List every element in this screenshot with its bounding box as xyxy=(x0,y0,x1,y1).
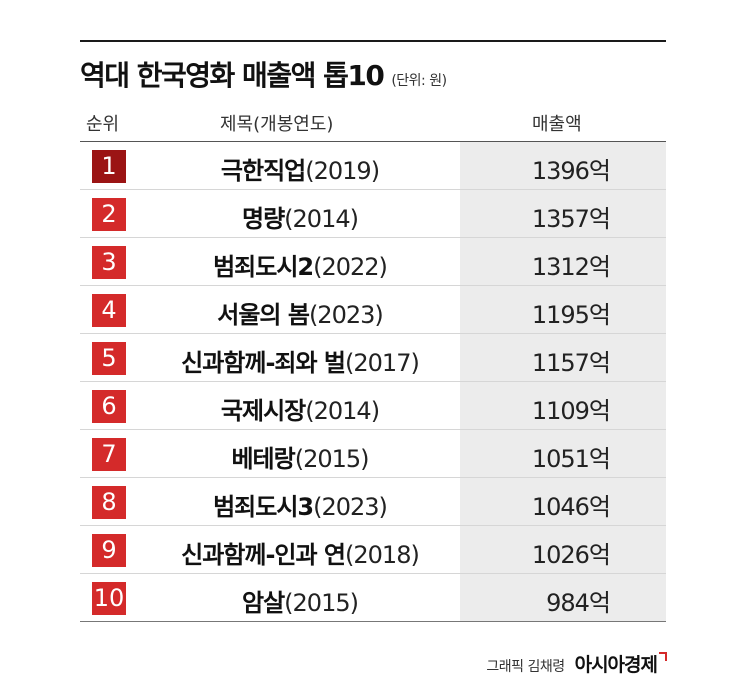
rank-badge: 3 xyxy=(92,246,126,279)
revenue-value: 1312억 xyxy=(531,253,611,281)
table-row: 10 암살(2015) 984억 xyxy=(80,574,666,622)
movie-title: 신과함께-죄와 벌 xyxy=(181,349,346,377)
movie-title: 범죄도시3 xyxy=(213,493,314,521)
release-year: (2017) xyxy=(345,349,420,377)
table-row: 8 범죄도시3(2023) 1046억 xyxy=(80,478,666,526)
rank-badge: 7 xyxy=(92,438,126,471)
movie-cell: 신과함께-인과 연(2018) xyxy=(150,535,450,570)
release-year: (2014) xyxy=(305,397,380,425)
movie-title: 국제시장 xyxy=(220,397,306,425)
movie-cell: 서울의 봄(2023) xyxy=(150,295,450,330)
movie-title: 베테랑 xyxy=(231,445,295,473)
header-title: 제목(개봉연도) xyxy=(220,114,334,135)
publisher-logo-text: 아시아경제 xyxy=(574,654,658,676)
header-revenue: 매출액 xyxy=(532,114,582,135)
movie-title: 극한직업 xyxy=(220,157,306,185)
revenue-value: 1357억 xyxy=(531,205,611,233)
revenue-value: 1046억 xyxy=(531,493,611,521)
revenue-value: 1396억 xyxy=(531,157,611,185)
movie-cell: 암살(2015) xyxy=(150,583,450,618)
release-year: (2015) xyxy=(284,589,359,617)
table-body: 1 극한직업(2019) 1396억 2 명량(2014) 1357억 3 범죄도시2(202… xyxy=(80,142,666,622)
release-year: (2023) xyxy=(308,301,384,329)
table-row: 1 극한직업(2019) 1396억 xyxy=(80,142,666,190)
header-rule xyxy=(80,141,666,142)
top-rule xyxy=(80,40,666,42)
table-row: 6 국제시장(2014) 1109억 xyxy=(80,382,666,430)
graphic-credit: 그래픽 김채령 xyxy=(486,659,565,675)
unit-label: (단위: 원) xyxy=(391,73,447,89)
movie-title: 명량 xyxy=(242,205,285,233)
release-year: (2018) xyxy=(345,541,420,569)
revenue-value: 1109억 xyxy=(531,397,611,425)
revenue-value: 1157억 xyxy=(531,349,611,377)
release-year: (2014) xyxy=(284,205,359,233)
movie-cell: 신과함께-죄와 벌(2017) xyxy=(150,343,450,378)
release-year: (2023) xyxy=(313,493,388,521)
revenue-value: 1026억 xyxy=(531,541,611,569)
movie-title: 신과함께-인과 연 xyxy=(181,541,346,569)
table-row: 9 신과함께-인과 연(2018) 1026억 xyxy=(80,526,666,574)
header-rank: 순위 xyxy=(86,114,120,135)
movie-title: 암살 xyxy=(242,589,285,617)
movie-title: 범죄도시2 xyxy=(213,253,314,281)
movie-cell: 극한직업(2019) xyxy=(150,151,450,186)
revenue-value: 1051억 xyxy=(531,445,611,473)
table-row: 2 명량(2014) 1357억 xyxy=(80,190,666,238)
table-row: 4 서울의 봄(2023) 1195억 xyxy=(80,286,666,334)
footer-credit: 그래픽 김채령 아시아경제 xyxy=(486,650,667,677)
release-year: (2015) xyxy=(294,445,370,473)
rank-badge: 8 xyxy=(92,486,126,519)
rank-badge: 10 xyxy=(92,582,126,615)
rank-badge: 2 xyxy=(92,198,126,231)
title-block: 역대 한국영화 매출액 톱10 (단위: 원) xyxy=(80,54,447,94)
movie-title: 서울의 봄 xyxy=(217,301,310,329)
revenue-column-background xyxy=(460,142,666,622)
revenue-value: 984억 xyxy=(546,589,611,617)
movie-cell: 범죄도시3(2023) xyxy=(150,487,450,522)
rank-badge: 4 xyxy=(92,294,126,327)
table-row: 3 범죄도시2(2022) 1312억 xyxy=(80,238,666,286)
table-row: 7 베테랑(2015) 1051억 xyxy=(80,430,666,478)
chart-title: 역대 한국영화 매출액 톱10 xyxy=(80,59,385,92)
logo-mark-icon xyxy=(659,652,667,661)
release-year: (2022) xyxy=(313,253,388,281)
publisher-logo: 아시아경제 xyxy=(575,650,667,677)
revenue-value: 1195억 xyxy=(531,301,611,329)
table-header: 순위 제목(개봉연도) 매출액 xyxy=(80,102,666,142)
movie-cell: 베테랑(2015) xyxy=(150,439,450,474)
rank-badge: 5 xyxy=(92,342,126,375)
movie-cell: 국제시장(2014) xyxy=(150,391,450,426)
table-row: 5 신과함께-죄와 벌(2017) 1157억 xyxy=(80,334,666,382)
rank-badge: 9 xyxy=(92,534,126,567)
movie-cell: 범죄도시2(2022) xyxy=(150,247,450,282)
rank-badge: 1 xyxy=(92,150,126,183)
rank-badge: 6 xyxy=(92,390,126,423)
movie-cell: 명량(2014) xyxy=(150,199,450,234)
release-year: (2019) xyxy=(305,157,380,185)
